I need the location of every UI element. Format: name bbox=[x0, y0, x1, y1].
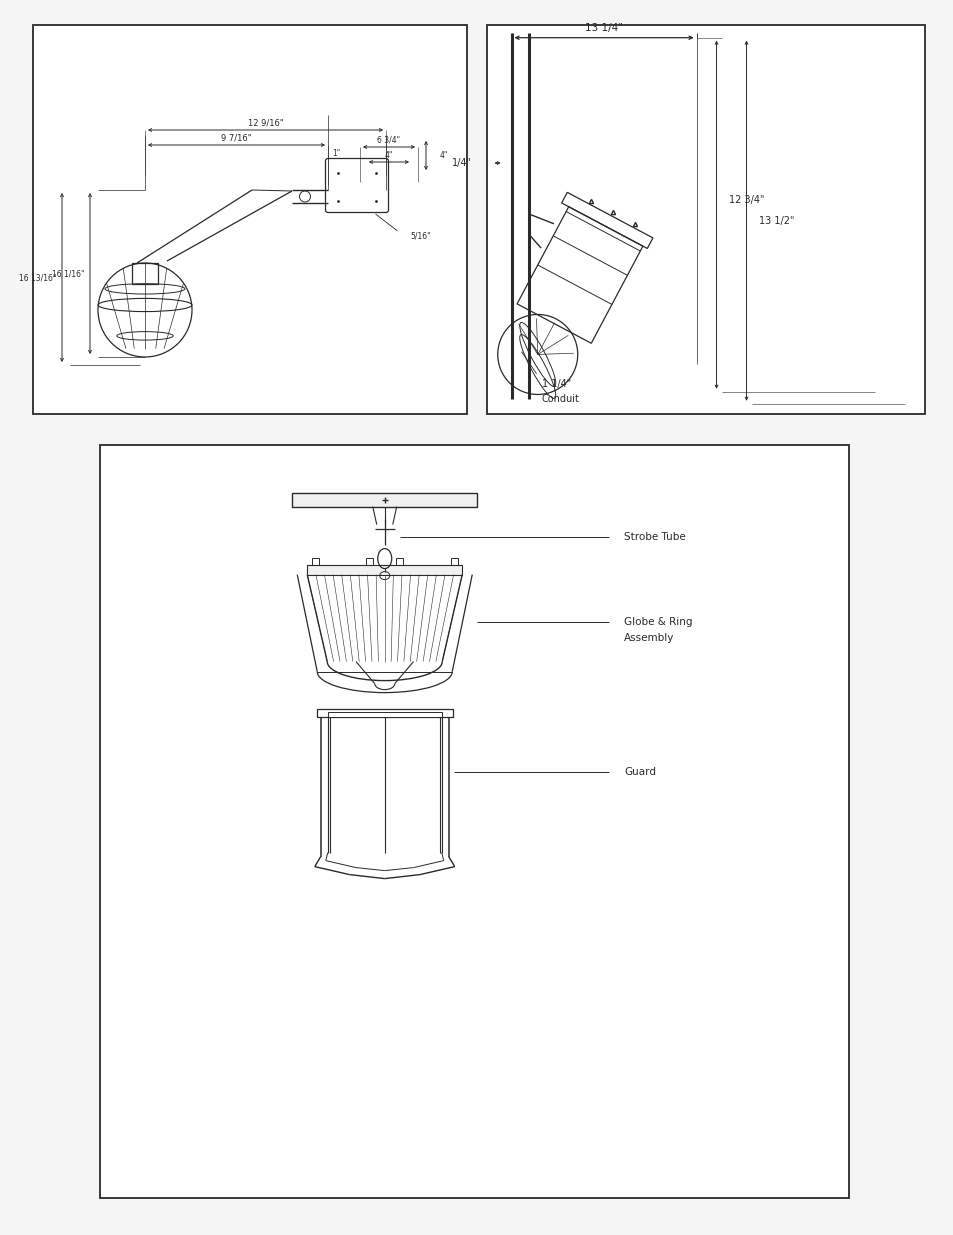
Text: 4": 4" bbox=[384, 152, 393, 161]
Text: Globe & Ring: Globe & Ring bbox=[623, 616, 692, 627]
Bar bbox=[312, 557, 318, 564]
Bar bbox=[450, 557, 457, 564]
Bar bbox=[33, 25, 467, 414]
Text: Strobe Tube: Strobe Tube bbox=[623, 531, 685, 542]
Text: 16 13/16": 16 13/16" bbox=[19, 273, 56, 282]
Bar bbox=[366, 557, 373, 564]
Text: 4": 4" bbox=[439, 151, 448, 159]
Text: 16 1/16": 16 1/16" bbox=[52, 269, 85, 278]
Text: Conduit: Conduit bbox=[541, 394, 578, 404]
Text: 1 1/4": 1 1/4" bbox=[541, 379, 570, 389]
Bar bbox=[328, 713, 441, 718]
Bar bbox=[100, 445, 848, 1198]
Bar bbox=[132, 263, 158, 284]
Bar bbox=[395, 557, 403, 564]
Text: 1": 1" bbox=[332, 149, 340, 158]
Text: 13 1/2": 13 1/2" bbox=[758, 216, 793, 226]
Text: 12 3/4": 12 3/4" bbox=[728, 195, 763, 205]
Text: 6 3/4": 6 3/4" bbox=[377, 136, 400, 144]
Text: 5/16": 5/16" bbox=[410, 231, 431, 241]
Text: Guard: Guard bbox=[623, 767, 656, 777]
Text: 9 7/16": 9 7/16" bbox=[221, 133, 252, 142]
Text: Assembly: Assembly bbox=[623, 632, 674, 643]
Bar bbox=[292, 493, 476, 506]
Bar bbox=[316, 709, 453, 716]
Bar bbox=[307, 564, 462, 574]
Text: 1/4": 1/4" bbox=[451, 158, 471, 168]
Bar bbox=[486, 25, 924, 414]
Text: 12 9/16": 12 9/16" bbox=[248, 119, 283, 127]
Text: 13 1/4": 13 1/4" bbox=[584, 22, 622, 32]
